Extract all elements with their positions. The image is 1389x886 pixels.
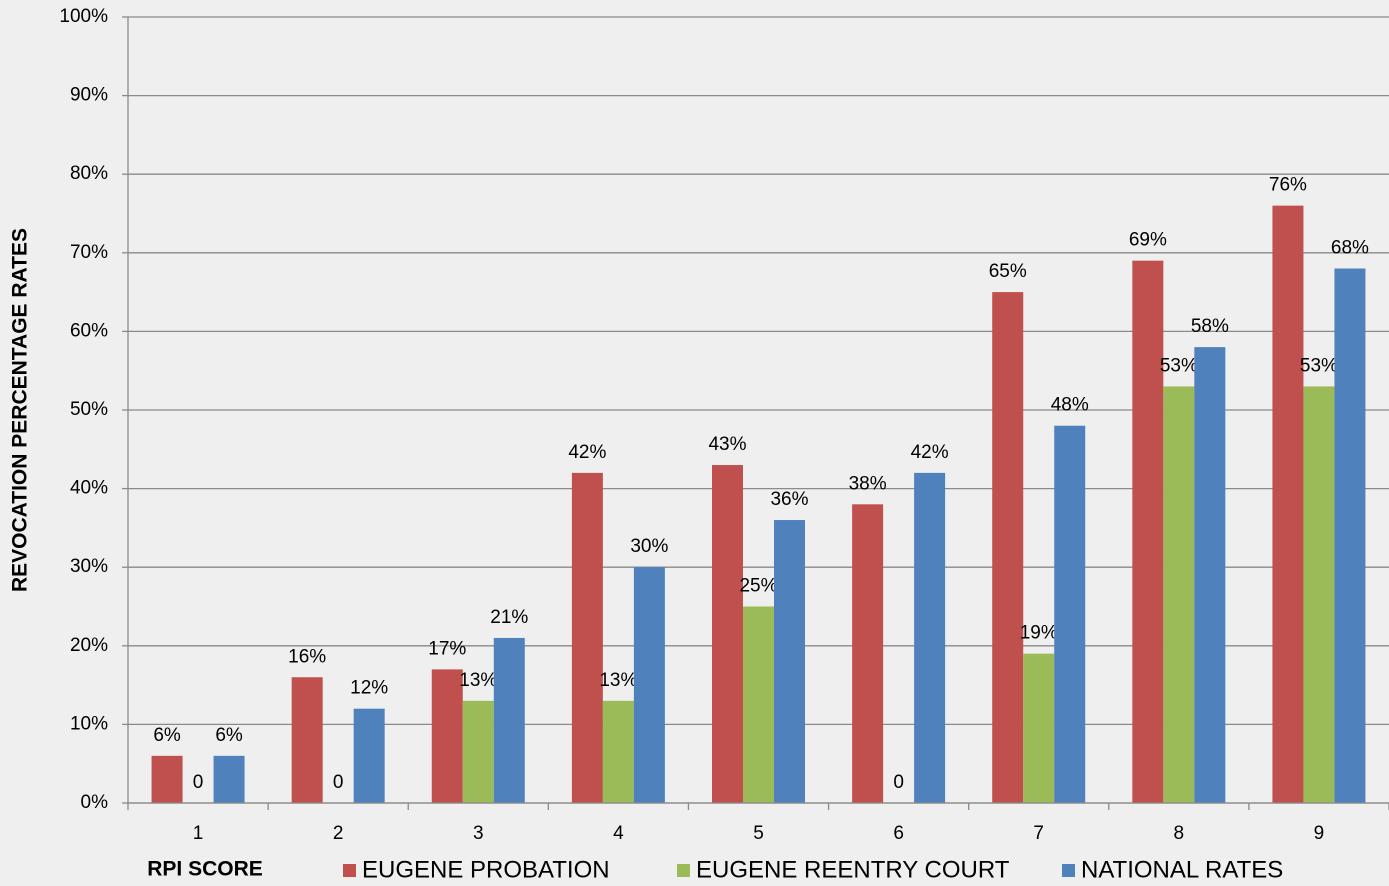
- data-label: 25%: [739, 576, 777, 597]
- x-tick-label: 6: [893, 823, 904, 844]
- y-tick-label: 30%: [70, 556, 108, 577]
- data-label: 6%: [153, 725, 181, 746]
- data-label: 19%: [1020, 623, 1058, 644]
- x-tick-label: 1: [193, 823, 204, 844]
- x-tick-label: 5: [753, 823, 764, 844]
- bar: [992, 292, 1024, 803]
- bar: [1334, 268, 1366, 803]
- y-tick-label: 90%: [70, 85, 108, 106]
- data-label: 6%: [215, 725, 243, 746]
- data-label: 42%: [568, 442, 606, 463]
- bar: [1023, 653, 1055, 803]
- data-label: 69%: [1129, 230, 1167, 251]
- data-label: 53%: [1300, 355, 1338, 376]
- bar: [633, 567, 665, 803]
- y-tick-label: 50%: [70, 399, 108, 420]
- data-label: 53%: [1160, 355, 1198, 376]
- bar: [213, 755, 245, 803]
- bar: [1272, 205, 1304, 803]
- data-label: 13%: [459, 670, 497, 691]
- data-label: 38%: [849, 473, 887, 494]
- data-label: 0: [333, 772, 344, 793]
- bar: [1303, 386, 1335, 803]
- data-label: 43%: [708, 434, 746, 455]
- y-tick-label: 10%: [70, 713, 108, 734]
- legend-label: EUGENE PROBATION: [362, 856, 610, 883]
- bar: [774, 520, 805, 803]
- y-tick-label: 70%: [70, 242, 108, 263]
- x-tick-label: 8: [1174, 823, 1185, 844]
- bar: [431, 669, 463, 803]
- bar: [151, 755, 183, 803]
- x-tick-label: 7: [1033, 823, 1044, 844]
- y-tick-label: 80%: [70, 163, 108, 184]
- x-axis-title: RPI SCORE: [147, 858, 263, 881]
- legend-swatch: [343, 864, 356, 877]
- data-label: 16%: [288, 646, 326, 667]
- y-tick-label: 100%: [59, 6, 108, 27]
- bar: [291, 677, 323, 803]
- x-tick-label: 9: [1314, 823, 1325, 844]
- data-label: 0: [893, 772, 904, 793]
- bar: [852, 504, 884, 803]
- bar: [1054, 425, 1086, 803]
- data-label: 76%: [1269, 175, 1307, 196]
- data-label: 17%: [428, 638, 466, 659]
- y-tick-label: 0%: [81, 792, 109, 813]
- bar: [493, 637, 525, 803]
- data-label: 0: [193, 772, 204, 793]
- y-axis-title: REVOCATION PERCENTAGE RATES: [9, 228, 32, 592]
- x-tick-label: 2: [333, 823, 344, 844]
- data-label: 42%: [911, 442, 949, 463]
- data-label: 21%: [490, 607, 528, 628]
- data-label: 58%: [1191, 316, 1229, 337]
- legend-swatch: [677, 864, 690, 877]
- bar: [353, 708, 385, 803]
- bar: [1163, 386, 1195, 803]
- x-tick-label: 4: [613, 823, 624, 844]
- y-tick-label: 40%: [70, 478, 108, 499]
- bar: [571, 472, 603, 803]
- data-label: 36%: [770, 489, 808, 510]
- y-tick-label: 20%: [70, 635, 108, 656]
- legend-swatch: [1062, 864, 1075, 877]
- bar: [712, 465, 743, 803]
- bar: [602, 700, 634, 803]
- data-label: 65%: [989, 261, 1027, 282]
- bar: [743, 606, 774, 803]
- data-label: 12%: [350, 678, 388, 699]
- legend-label: EUGENE REENTRY COURT: [696, 856, 1010, 883]
- x-tick-label: 3: [473, 823, 484, 844]
- data-label: 48%: [1051, 395, 1089, 416]
- data-label: 13%: [599, 670, 637, 691]
- bar: [914, 472, 946, 803]
- y-tick-label: 60%: [70, 320, 108, 341]
- data-label: 30%: [630, 536, 668, 557]
- bar: [462, 700, 494, 803]
- bar: [1194, 347, 1226, 803]
- data-label: 68%: [1331, 238, 1369, 259]
- bar: [1132, 260, 1164, 803]
- legend-label: NATIONAL RATES: [1081, 856, 1283, 883]
